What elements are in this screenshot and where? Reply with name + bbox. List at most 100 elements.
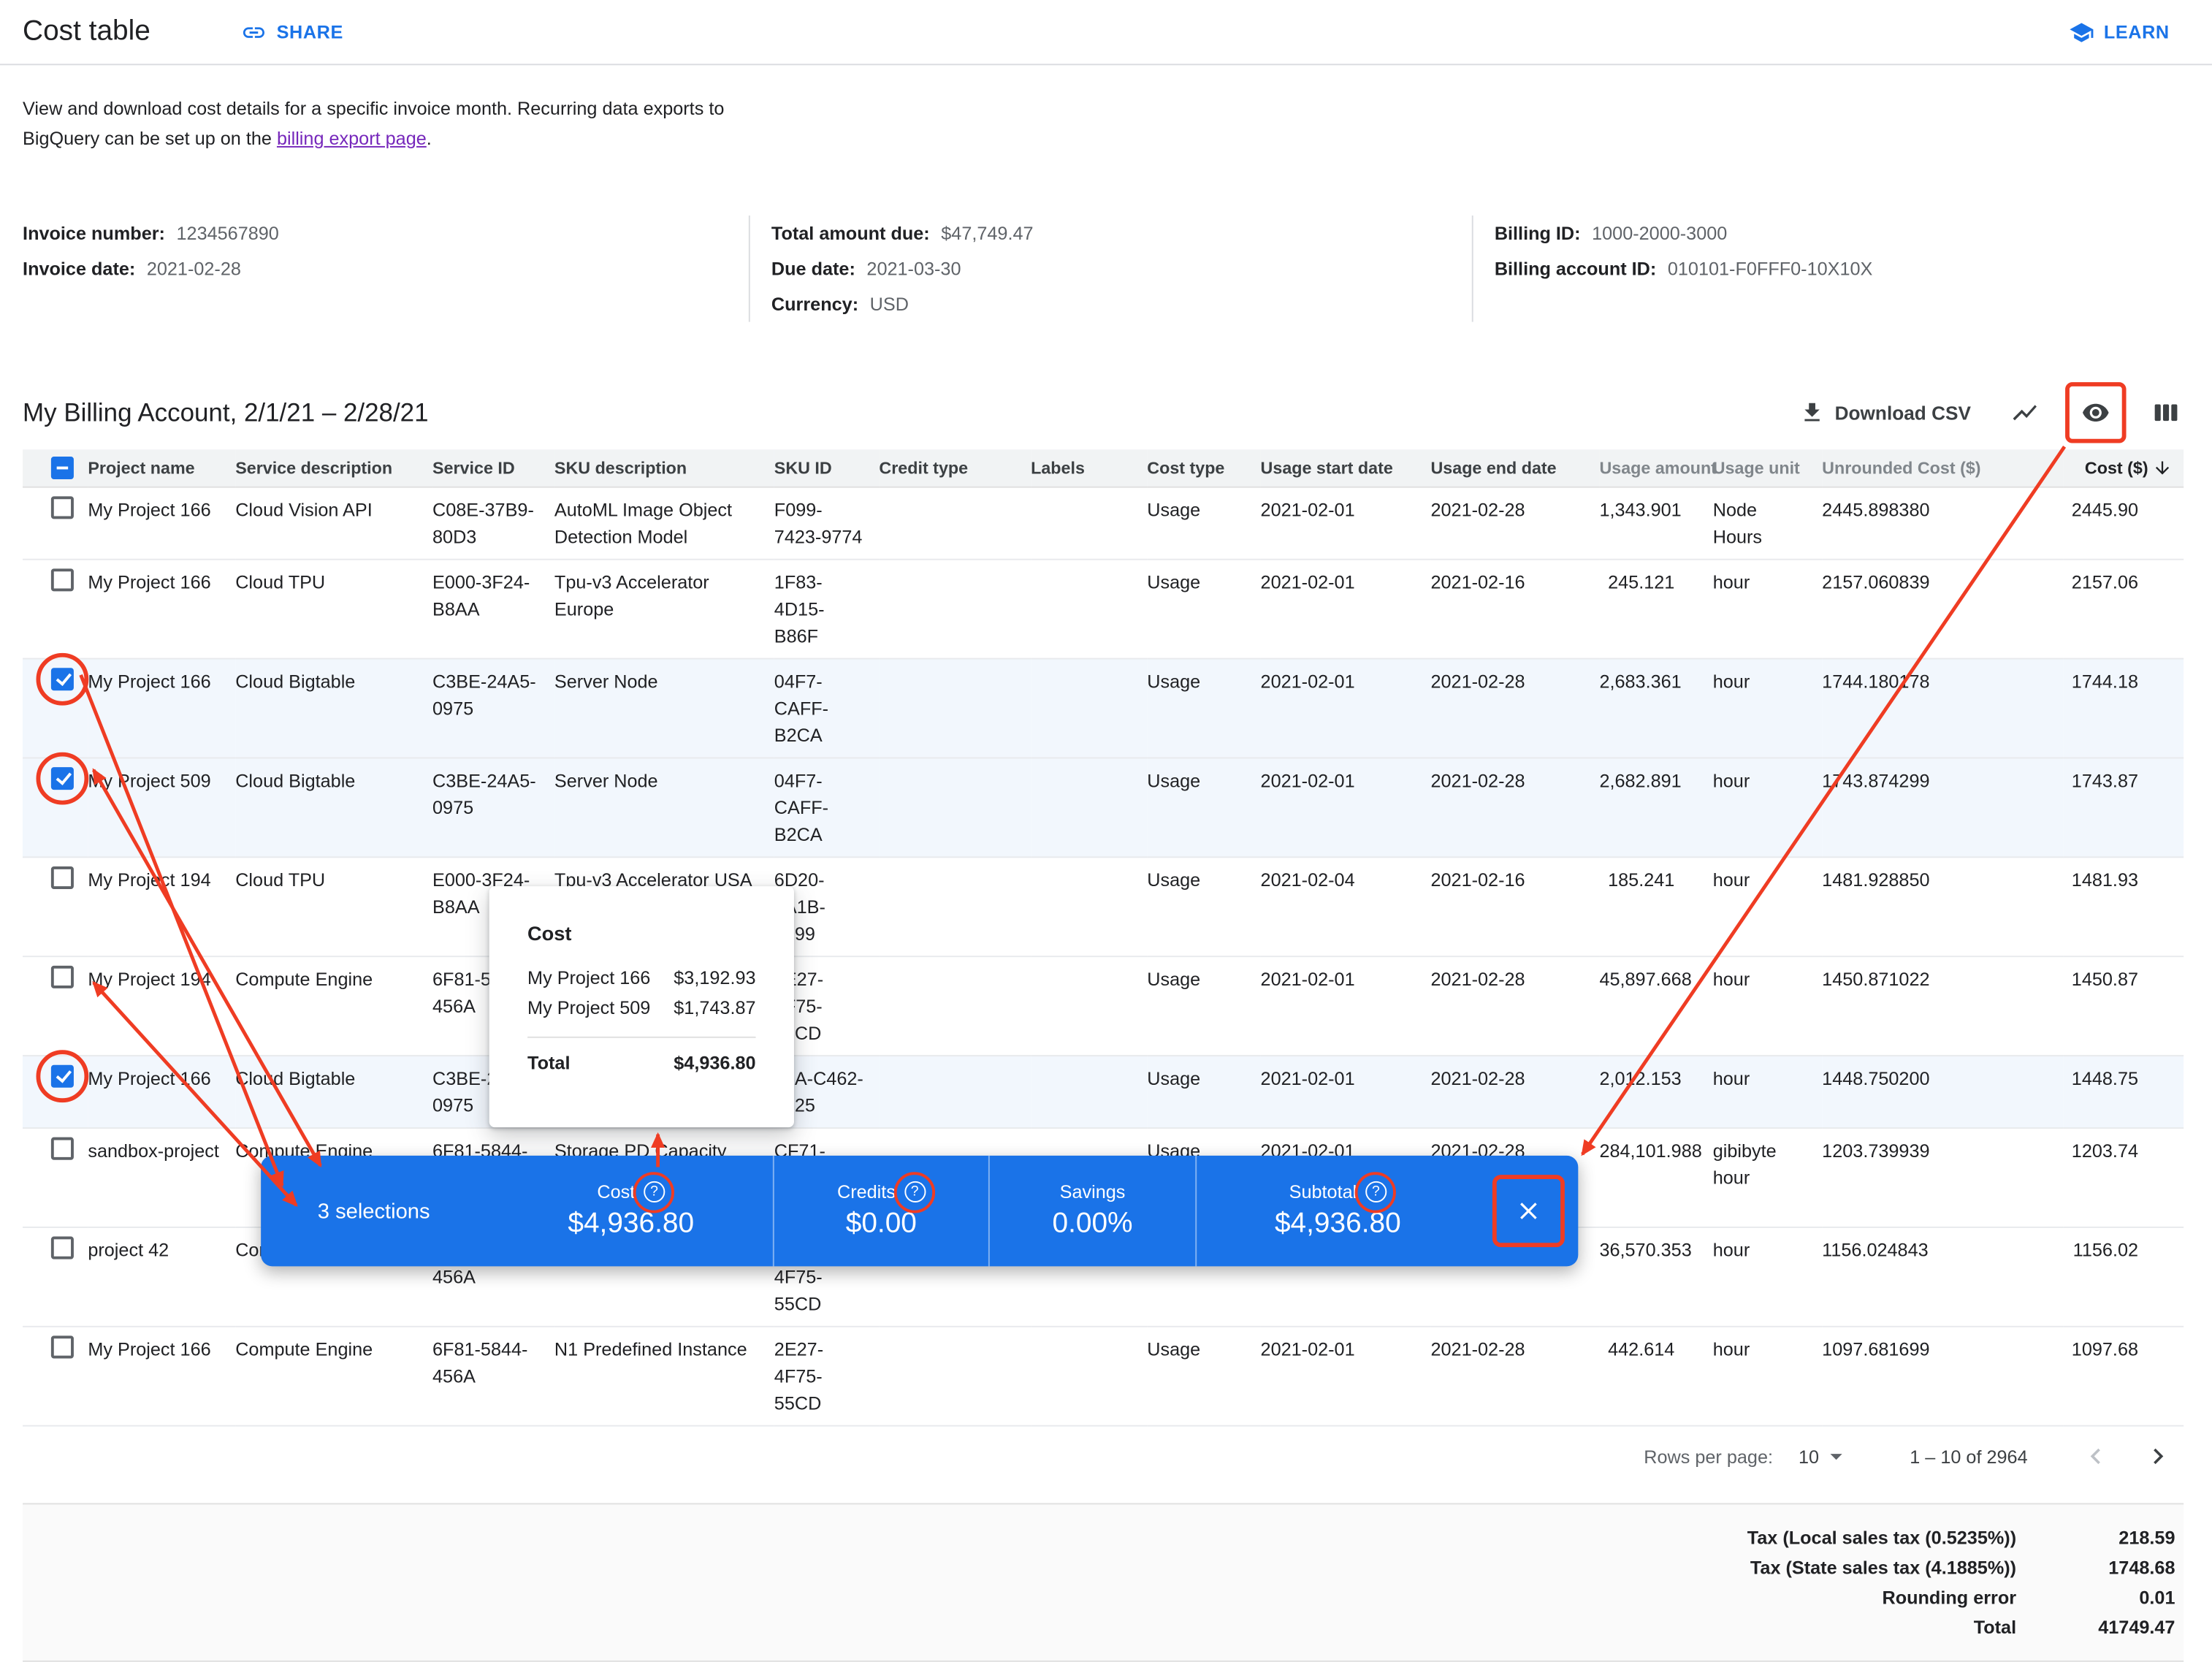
help-icon[interactable]: ?: [643, 1181, 665, 1202]
row-checkbox-cell: [23, 758, 88, 858]
cell-service-id: C3BE-24A5-0975: [432, 658, 554, 759]
top-bar: Cost table SHARE LEARN: [0, 0, 2212, 66]
chart-toggle-button[interactable]: [2007, 396, 2042, 430]
share-button[interactable]: SHARE: [241, 19, 343, 45]
table-row[interactable]: My Project 166 Compute Engine 6F81-5844-…: [23, 1326, 2184, 1427]
row-checkbox[interactable]: [50, 668, 74, 691]
table-row[interactable]: My Project 194 Cloud TPU E000-3F24-B8AA …: [23, 857, 2184, 958]
cell-project-name: sandbox-project: [88, 1128, 236, 1228]
cell-cost: 1743.87: [2063, 758, 2184, 858]
invoice-field-value: 2021-02-28: [146, 258, 241, 280]
help-icon[interactable]: ?: [1365, 1181, 1387, 1202]
download-icon: [1799, 400, 1825, 425]
help-icon[interactable]: ?: [904, 1181, 926, 1202]
invoice-field-value: 2021-03-30: [866, 258, 961, 280]
total-row: Rounding error 0.01: [23, 1582, 2175, 1612]
tooltip-divider: [527, 1036, 756, 1038]
cell-credit-type: [879, 1326, 1031, 1427]
cell-usage-unit: Node Hours: [1694, 487, 1823, 560]
checkbox-annotation-ring: [50, 496, 74, 519]
selection-section-value: 0.00%: [1052, 1208, 1133, 1240]
cell-usage-end-date: 2021-02-28: [1430, 1056, 1600, 1129]
previous-page-button[interactable]: [2079, 1439, 2113, 1474]
col-credit-type[interactable]: Credit type: [879, 449, 1031, 488]
cell-unrounded-cost: 1743.874299: [1822, 758, 2064, 858]
tooltip-total-label: Total: [527, 1052, 571, 1074]
col-sku-description[interactable]: SKU description: [554, 449, 774, 488]
cell-cost-type: Usage: [1147, 758, 1261, 858]
pagination-range: 1 – 10 of 2964: [1910, 1445, 2028, 1467]
row-checkbox[interactable]: [50, 1064, 74, 1088]
col-sku-id[interactable]: SKU ID: [774, 449, 880, 488]
col-unrounded-cost[interactable]: Unrounded Cost ($): [1822, 449, 2064, 488]
tooltip-row-label: My Project 509: [527, 996, 651, 1018]
cell-cost-type: Usage: [1147, 487, 1261, 560]
selection-section-label: Cost: [597, 1181, 636, 1202]
cost-table: Project name Service description Service…: [23, 449, 2184, 1427]
close-annotation-ring: [1479, 1156, 1578, 1266]
cell-sku-description: Server Node: [554, 758, 774, 858]
close-selection-button[interactable]: [1511, 1194, 1546, 1228]
help-annotation-ring: ?: [1365, 1181, 1387, 1202]
row-checkbox[interactable]: [50, 496, 74, 519]
col-usage-start-date[interactable]: Usage start date: [1260, 449, 1431, 488]
row-checkbox[interactable]: [50, 866, 74, 890]
download-csv-button[interactable]: Download CSV: [1799, 400, 1971, 425]
invoice-field: Currency: USD: [771, 286, 1472, 322]
cell-service-description: Cloud TPU: [235, 559, 433, 660]
table-row[interactable]: My Project 166 Cloud TPU E000-3F24-B8AA …: [23, 559, 2184, 660]
selection-sections: Cost ? $4,936.80 Credits ? $0.: [489, 1155, 1479, 1267]
column-visibility-button[interactable]: [2079, 396, 2113, 430]
cell-usage-unit: hour: [1694, 1056, 1823, 1129]
cell-sku-description: AutoML Image Object Detection Model: [554, 487, 774, 560]
cell-labels: [1031, 956, 1148, 1057]
total-row: Tax (State sales tax (4.1885%)) 1748.68: [23, 1552, 2175, 1582]
col-cost[interactable]: Cost ($): [2063, 449, 2184, 488]
rows-per-page-select[interactable]: 10: [1799, 1442, 1850, 1471]
billing-export-link[interactable]: billing export page: [276, 127, 427, 149]
row-checkbox[interactable]: [50, 1335, 74, 1359]
row-checkbox[interactable]: [50, 767, 74, 790]
cell-credit-type: [879, 1056, 1031, 1129]
cell-usage-unit: hour: [1694, 956, 1823, 1057]
cell-usage-start-date: 2021-02-01: [1260, 1326, 1431, 1427]
row-checkbox[interactable]: [50, 1236, 74, 1259]
cell-labels: [1031, 1326, 1148, 1427]
row-checkbox-cell: [23, 1227, 88, 1327]
table-row[interactable]: My Project 166 Cloud Bigtable C3BE-24A5-…: [23, 658, 2184, 759]
table-row[interactable]: My Project 194 Compute Engine 6F81-5844-…: [23, 956, 2184, 1057]
col-usage-unit[interactable]: Usage unit: [1694, 449, 1823, 488]
manage-columns-button[interactable]: [2150, 396, 2184, 430]
row-checkbox-cell: [23, 559, 88, 660]
cell-usage-unit: hour: [1694, 559, 1823, 660]
table-row[interactable]: My Project 509 Cloud Bigtable C3BE-24A5-…: [23, 758, 2184, 858]
checkbox-annotation-ring: [50, 1335, 74, 1359]
col-labels[interactable]: Labels: [1031, 449, 1148, 488]
col-usage-amount[interactable]: Usage amount: [1599, 449, 1717, 488]
col-service-id[interactable]: Service ID: [432, 449, 554, 488]
cell-usage-unit: hour: [1694, 1227, 1823, 1327]
cell-cost-type: Usage: [1147, 1056, 1261, 1129]
table-row[interactable]: My Project 166 Cloud Vision API C08E-37B…: [23, 487, 2184, 560]
description-suffix: .: [426, 127, 432, 149]
cell-unrounded-cost: 1450.871022: [1822, 956, 2064, 1057]
total-row: Total 41749.47: [23, 1612, 2175, 1642]
cell-cost: 1481.93: [2063, 857, 2184, 958]
table-row[interactable]: My Project 166 Cloud Bigtable C3BE-24A5-…: [23, 1056, 2184, 1129]
row-checkbox[interactable]: [50, 965, 74, 988]
next-page-button[interactable]: [2141, 1439, 2175, 1474]
invoice-field: Invoice number: 1234567890: [23, 216, 749, 251]
col-usage-end-date[interactable]: Usage end date: [1430, 449, 1600, 488]
row-checkbox[interactable]: [50, 568, 74, 592]
row-checkbox-cell: [23, 658, 88, 759]
totals-rows: Tax (Local sales tax (0.5235%)) 218.59 T…: [23, 1523, 2175, 1642]
selection-section-label-row: Subtotal ?: [1289, 1181, 1387, 1202]
select-all-checkbox[interactable]: [50, 457, 74, 480]
learn-button[interactable]: LEARN: [2068, 19, 2169, 45]
col-cost-type[interactable]: Cost type: [1147, 449, 1261, 488]
col-project-name[interactable]: Project name: [88, 449, 236, 488]
cell-service-description: Cloud Bigtable: [235, 758, 433, 858]
invoice-summary: Invoice number: 1234567890 Invoice date:…: [23, 216, 2184, 322]
row-checkbox[interactable]: [50, 1137, 74, 1160]
col-service-description[interactable]: Service description: [235, 449, 433, 488]
